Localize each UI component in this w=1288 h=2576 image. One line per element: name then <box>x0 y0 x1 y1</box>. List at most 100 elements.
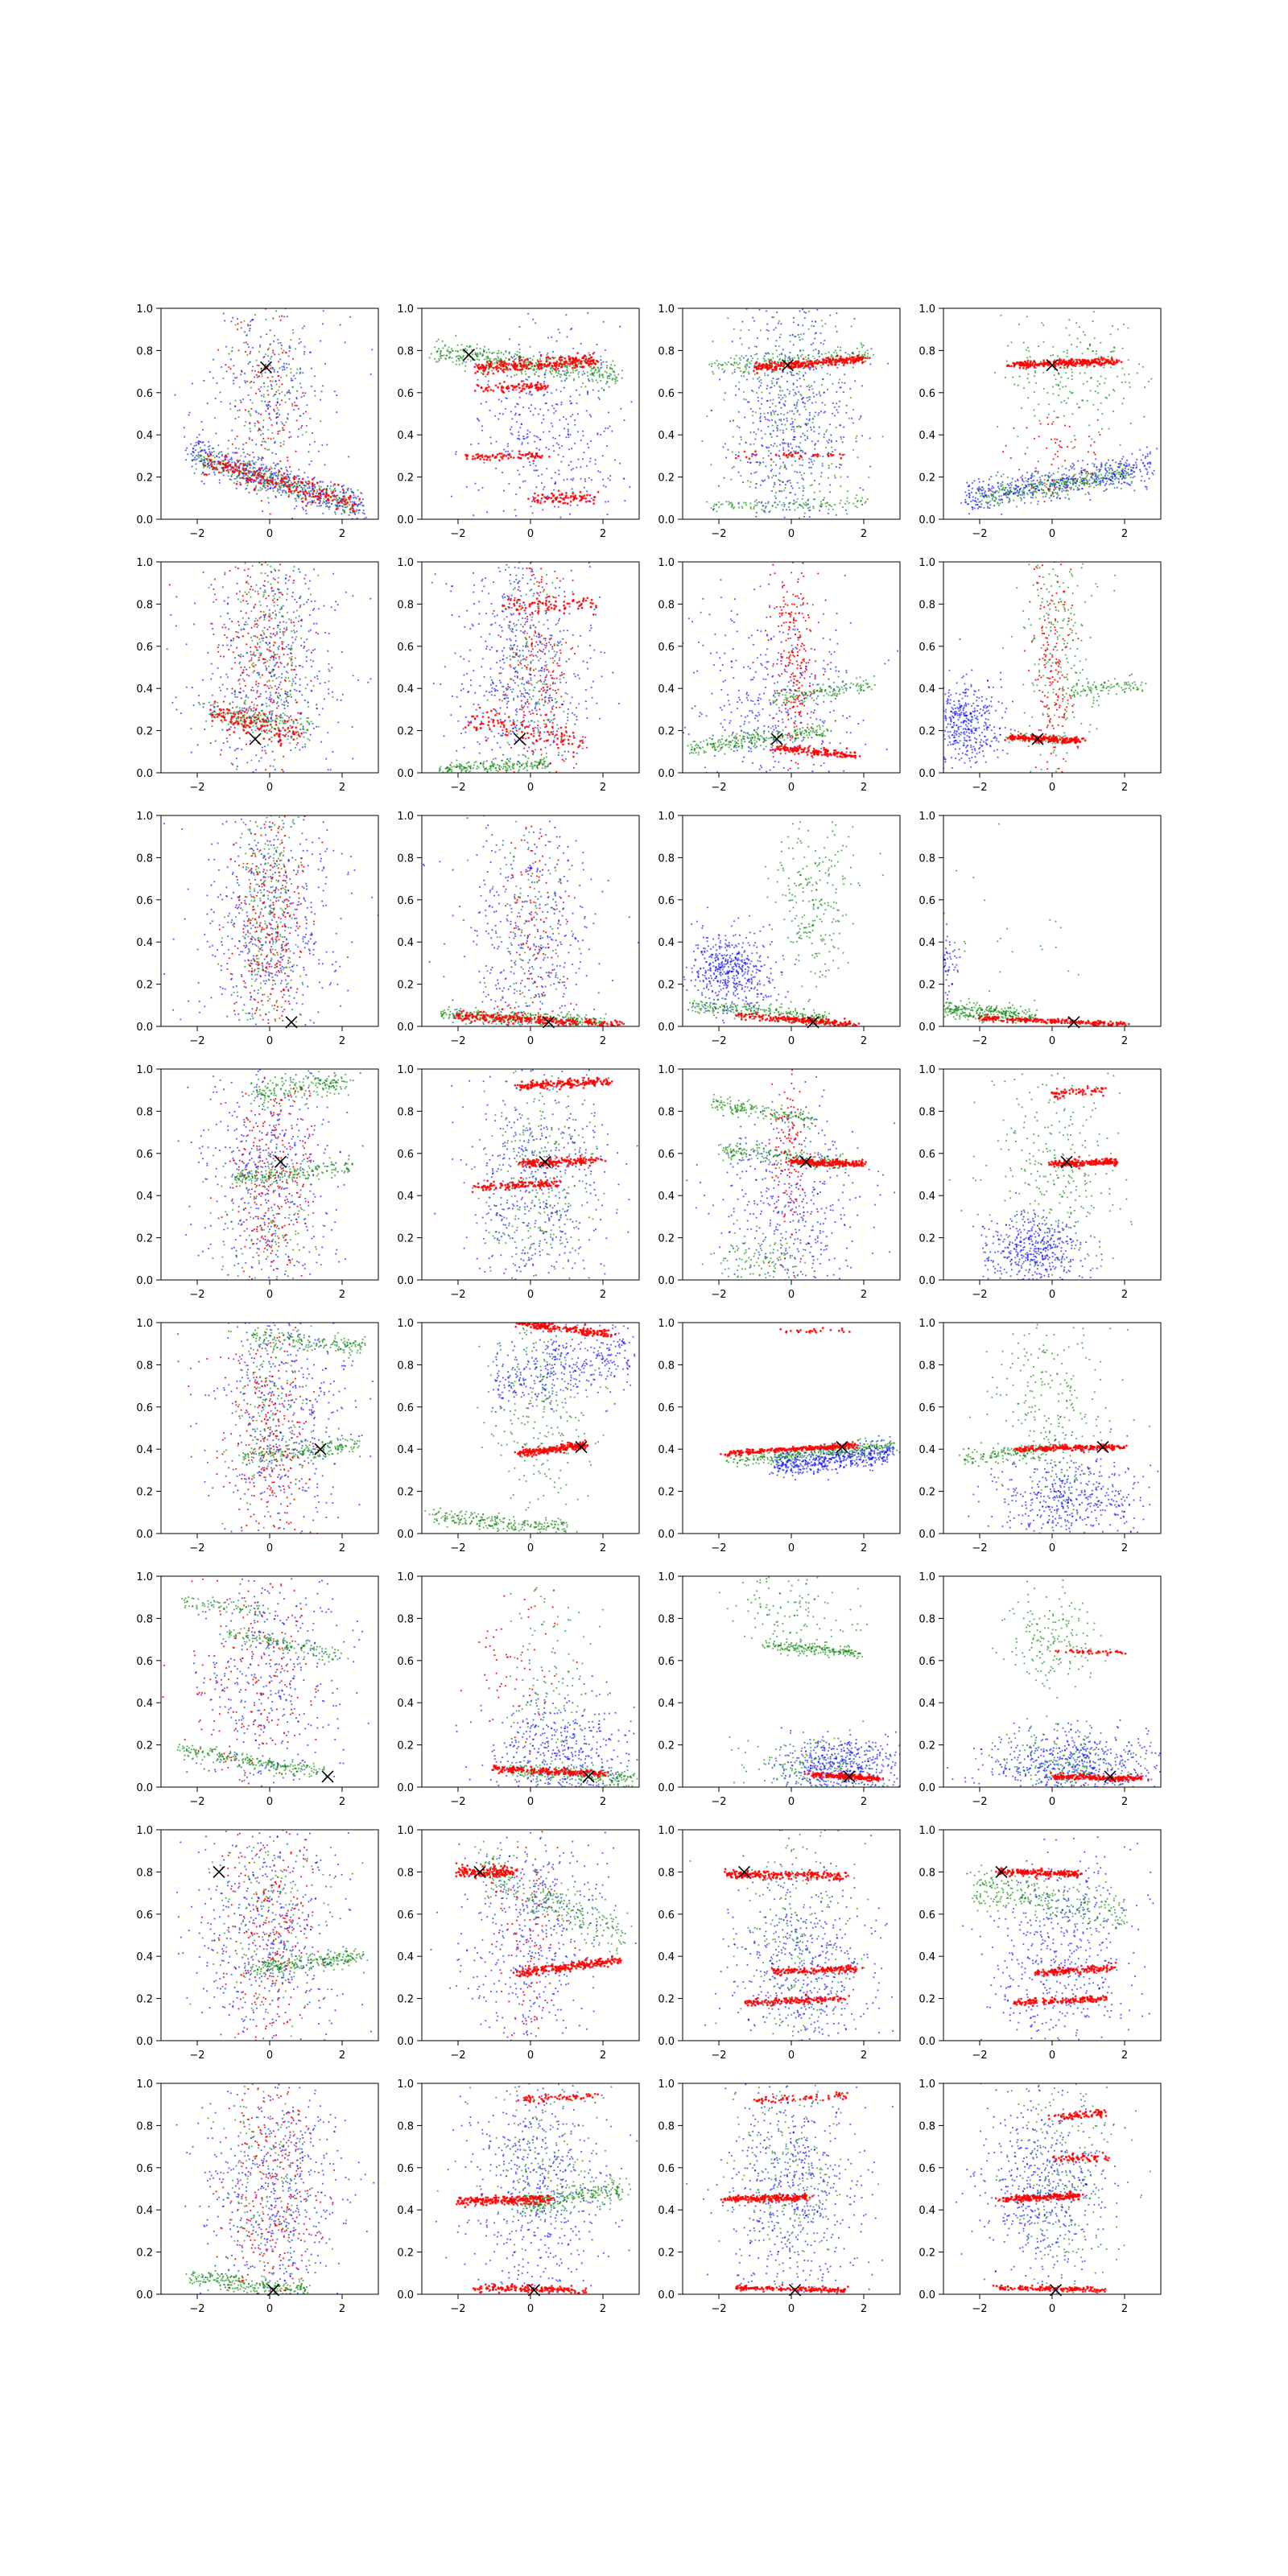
blue-point <box>777 414 779 416</box>
red-point <box>477 363 481 366</box>
blue-point <box>972 496 974 498</box>
blue-point <box>766 385 769 387</box>
green-point <box>602 376 605 379</box>
blue-point <box>257 458 259 461</box>
blue-point <box>220 401 222 403</box>
blue-point <box>748 366 751 369</box>
blue-point <box>266 333 268 336</box>
blue-point <box>208 448 210 451</box>
red-point <box>584 497 587 500</box>
blue-point <box>836 440 838 443</box>
green-point <box>246 353 249 357</box>
green-point <box>275 474 278 477</box>
blue-point <box>324 502 326 504</box>
green-point <box>846 500 848 502</box>
blue-point <box>515 389 518 391</box>
blue-point <box>1065 486 1067 489</box>
green-point <box>793 456 795 458</box>
blue-point <box>526 436 528 439</box>
green-point <box>712 507 716 510</box>
blue-point <box>232 379 235 382</box>
blue-point <box>607 477 609 480</box>
green-point <box>1118 471 1121 473</box>
green-point <box>595 379 597 382</box>
red-point <box>233 471 235 474</box>
green-point <box>591 378 593 381</box>
green-point <box>1018 493 1020 496</box>
green-point <box>346 488 349 490</box>
red-point <box>496 361 499 365</box>
blue-point <box>602 361 605 363</box>
green-point <box>213 450 215 453</box>
blue-point <box>353 494 355 497</box>
green-point <box>797 506 799 509</box>
green-point <box>448 350 450 353</box>
blue-point <box>336 411 338 414</box>
green-point <box>791 371 793 374</box>
green-point <box>749 481 752 483</box>
red-point <box>852 361 855 365</box>
blue-point <box>1088 493 1091 495</box>
red-point <box>737 455 740 457</box>
red-point <box>501 361 504 364</box>
blue-point <box>850 417 853 420</box>
blue-point <box>283 489 285 492</box>
green-point <box>301 486 303 489</box>
blue-point <box>768 446 770 448</box>
green-point <box>1065 484 1067 486</box>
green-point <box>779 429 782 431</box>
green-point <box>836 346 839 349</box>
blue-point <box>870 348 873 350</box>
green-point <box>753 504 757 506</box>
red-point <box>236 452 238 454</box>
green-point <box>1009 486 1012 489</box>
green-point <box>491 369 493 372</box>
green-point <box>295 348 297 350</box>
green-point <box>819 365 822 367</box>
green-point <box>291 481 293 484</box>
red-point <box>293 481 296 484</box>
blue-point <box>277 338 279 341</box>
blue-point <box>1057 478 1059 481</box>
blue-point <box>1055 485 1058 489</box>
green-point <box>774 495 776 497</box>
blue-point <box>751 389 753 392</box>
blue-point <box>262 432 264 435</box>
green-point <box>335 497 338 499</box>
green-point <box>266 477 269 479</box>
green-point <box>813 426 815 428</box>
blue-point <box>592 389 594 391</box>
blue-point <box>798 390 800 393</box>
green-point <box>265 480 267 482</box>
green-point <box>779 457 782 460</box>
blue-point <box>477 443 480 445</box>
green-point <box>819 505 821 507</box>
red-point <box>524 453 527 456</box>
green-point <box>768 353 770 355</box>
green-point <box>320 497 322 499</box>
green-point <box>213 456 216 459</box>
blue-point <box>354 496 357 498</box>
blue-point <box>774 483 776 485</box>
red-point <box>834 361 837 365</box>
blue-point <box>1145 456 1147 458</box>
blue-point <box>510 426 513 428</box>
blue-point <box>815 349 817 351</box>
green-point <box>812 349 815 352</box>
red-point <box>550 497 553 500</box>
blue-point <box>547 336 550 339</box>
blue-point <box>605 427 607 430</box>
blue-point <box>818 432 820 435</box>
green-point <box>477 353 480 356</box>
green-point <box>1063 480 1065 483</box>
green-point <box>835 325 837 328</box>
red-point <box>258 428 261 431</box>
red-point <box>496 365 498 367</box>
blue-point <box>1088 479 1091 481</box>
blue-point <box>796 471 799 473</box>
green-point <box>733 357 736 360</box>
green-point <box>598 370 601 373</box>
red-point <box>592 352 595 355</box>
blue-point <box>305 513 308 515</box>
blue-point <box>971 487 974 489</box>
